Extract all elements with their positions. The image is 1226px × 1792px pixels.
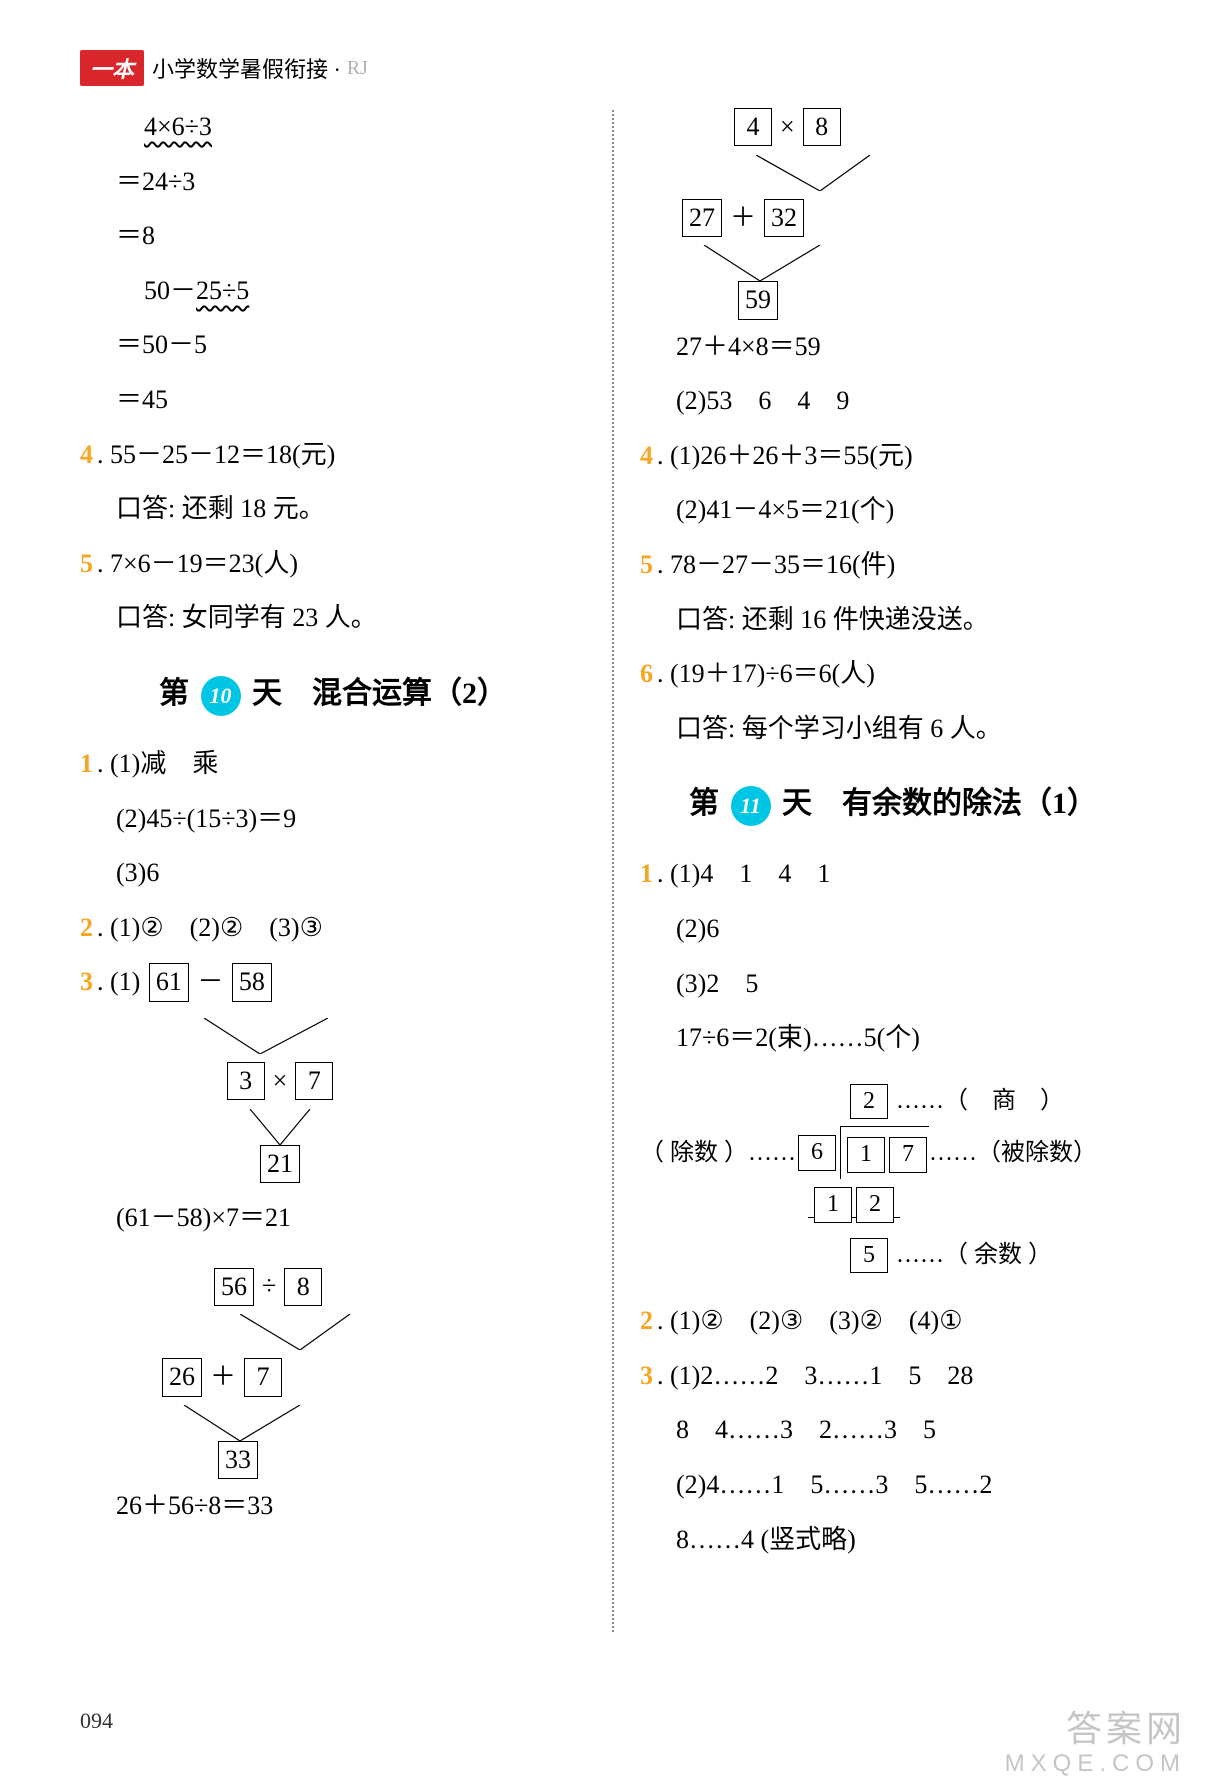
tree-diagram-2: 56 ÷ 8 26 ＋ 7 33 (160, 1259, 586, 1479)
day-badge: 10 (201, 676, 241, 716)
r-q5-ans: 口答: 还剩 16 件快递没送。 (640, 593, 1146, 648)
long-division-diagram: 2 ……（ 商 ） （ 除数 ）…… 6 17 ……（被除数） 12 5 ……（… (640, 1076, 1146, 1281)
header-title: 小学数学暑假衔接 · (152, 52, 341, 84)
day-badge: 11 (731, 786, 771, 826)
r-q4b: (2)41－4×5＝21(个) (640, 483, 1146, 538)
r-q4: 4. (1)26＋26＋3＝55(元) (640, 429, 1146, 484)
s11-q1b: (2)6 (640, 902, 1146, 957)
page-number: 094 (80, 1708, 113, 1734)
watermark-cn: 答案网 (1066, 1700, 1186, 1752)
line-after: (2)53 6 4 9 (640, 374, 1146, 429)
calc-line: ＝45 (80, 373, 586, 428)
s10-q3: 3. (1) 61 － 58 (80, 955, 586, 1010)
calc-line: 50－25÷5 (80, 264, 586, 319)
column-divider (612, 110, 614, 1632)
s10-q2: 2. (1)② (2)② (3)③ (80, 901, 586, 956)
watermark-en: MXQE.COM (1005, 1750, 1186, 1778)
tree1-expr: (61－58)×7＝21 (80, 1191, 586, 1246)
left-column: 4×6÷3 ＝24÷3 ＝8 50－25÷5 ＝50－5 ＝45 4. 55－2… (60, 100, 606, 1712)
content-columns: 4×6÷3 ＝24÷3 ＝8 50－25÷5 ＝50－5 ＝45 4. 55－2… (60, 100, 1166, 1712)
answer-line: 口答: 还剩 18 元。 (80, 482, 586, 537)
right-column: 4 × 8 27 ＋ 32 59 27＋4×8＝59 (2)53 6 4 9 4… (620, 100, 1166, 1712)
s11-q1c: (3)2 5 (640, 957, 1146, 1012)
s11-q3-l2: 8 4……3 2……3 5 (640, 1403, 1146, 1458)
s11-q3-l3: (2)4……1 5……3 5……2 (640, 1458, 1146, 1513)
tree-diagram-1: 3 × 7 21 (160, 1018, 400, 1183)
calc-line: ＝8 (80, 209, 586, 264)
section-10-title: 第 10 天 混合运算（2） (80, 662, 586, 725)
calc-line: 4×6÷3 (80, 100, 586, 155)
s11-q3-l4: 8……4 (竖式略) (640, 1513, 1146, 1568)
question-4: 4. 55－25－12＝18(元) (80, 428, 586, 483)
answer-line: 口答: 女同学有 23 人。 (80, 591, 586, 646)
tree2-expr: 26＋56÷8＝33 (80, 1479, 586, 1534)
s11-q1: 1. (1)4 1 4 1 (640, 847, 1146, 902)
s10-q1: 1. (1)减 乘 (80, 737, 586, 792)
page-header: 一本 小学数学暑假衔接 · RJ (80, 50, 368, 86)
question-5: 5. 7×6－19＝23(人) (80, 537, 586, 592)
s10-q1b: (2)45÷(15÷3)＝9 (80, 792, 586, 847)
s11-q1d: 17÷6＝2(束)……5(个) (640, 1011, 1146, 1066)
r-q6-ans: 口答: 每个学习小组有 6 人。 (640, 702, 1146, 757)
calc-line: ＝24÷3 (80, 155, 586, 210)
calc-line: ＝50－5 (80, 318, 586, 373)
s11-q2: 2. (1)② (2)③ (3)② (4)① (640, 1294, 1146, 1349)
section-11-title: 第 11 天 有余数的除法（1） (640, 772, 1146, 835)
brand-badge: 一本 (80, 50, 144, 86)
header-subtitle: RJ (347, 57, 368, 80)
r-q5: 5. 78－27－35＝16(件) (640, 538, 1146, 593)
tree3-expr: 27＋4×8＝59 (640, 320, 1146, 375)
s10-q1c: (3)6 (80, 846, 586, 901)
tree-diagram-3: 4 × 8 27 ＋ 32 59 (680, 100, 1146, 320)
s11-q3: 3. (1)2……2 3……1 5 28 (640, 1349, 1146, 1404)
r-q6: 6. (19＋17)÷6＝6(人) (640, 647, 1146, 702)
